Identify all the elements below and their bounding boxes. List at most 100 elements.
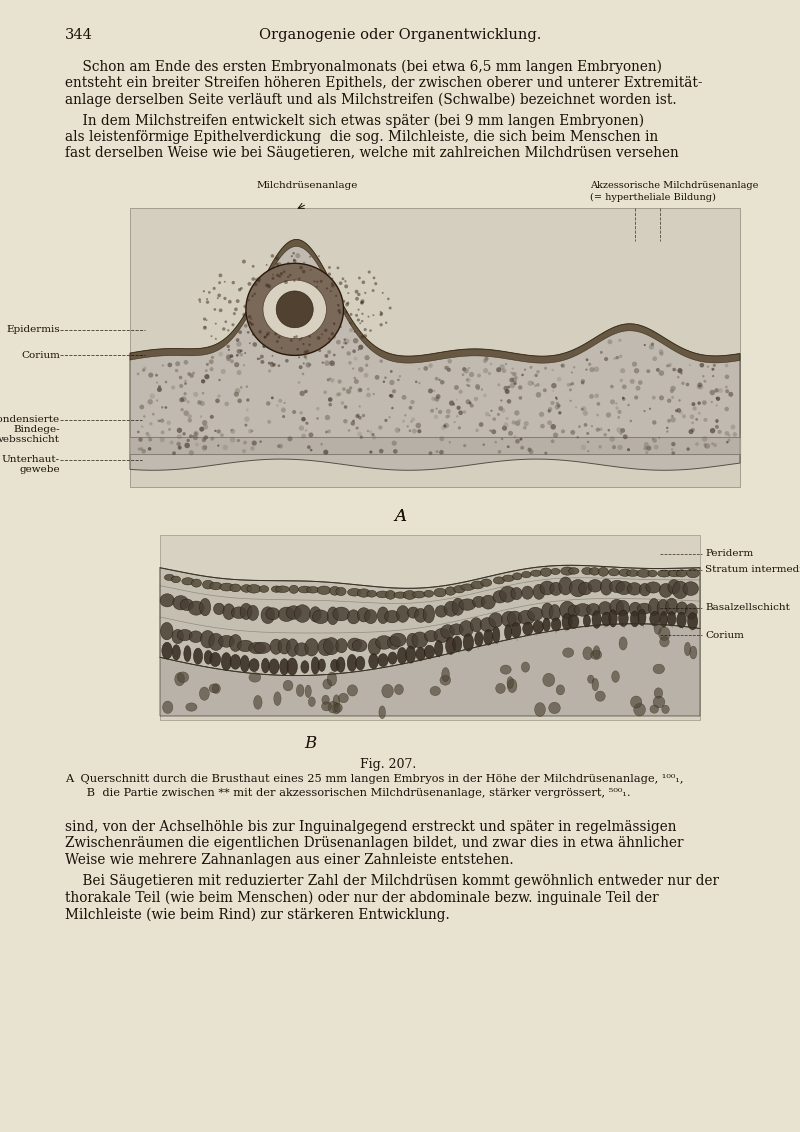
Ellipse shape xyxy=(266,608,280,620)
Circle shape xyxy=(352,420,355,422)
Circle shape xyxy=(718,430,722,434)
Circle shape xyxy=(638,380,642,385)
Circle shape xyxy=(242,259,246,264)
Circle shape xyxy=(730,424,735,429)
Circle shape xyxy=(308,363,311,367)
Text: Epidermis: Epidermis xyxy=(6,326,60,334)
Ellipse shape xyxy=(619,637,627,650)
Circle shape xyxy=(202,438,206,443)
Circle shape xyxy=(281,341,284,344)
Ellipse shape xyxy=(507,677,514,688)
Circle shape xyxy=(183,411,189,415)
Circle shape xyxy=(348,361,352,366)
Polygon shape xyxy=(130,240,740,470)
Ellipse shape xyxy=(683,582,698,595)
Circle shape xyxy=(147,400,153,404)
Circle shape xyxy=(137,430,140,434)
Circle shape xyxy=(341,401,344,405)
Circle shape xyxy=(247,282,251,286)
Circle shape xyxy=(197,400,202,405)
Ellipse shape xyxy=(276,586,290,592)
Ellipse shape xyxy=(660,636,669,646)
Circle shape xyxy=(344,405,347,409)
Circle shape xyxy=(702,375,705,377)
Circle shape xyxy=(690,428,695,432)
Circle shape xyxy=(586,359,589,361)
Circle shape xyxy=(510,371,513,375)
Circle shape xyxy=(287,261,290,264)
Circle shape xyxy=(507,445,510,448)
Circle shape xyxy=(258,331,262,334)
Circle shape xyxy=(331,282,334,284)
Circle shape xyxy=(201,379,206,384)
Circle shape xyxy=(603,434,607,437)
Ellipse shape xyxy=(452,598,464,616)
Circle shape xyxy=(186,439,190,441)
Ellipse shape xyxy=(186,703,197,711)
Circle shape xyxy=(433,389,435,392)
Circle shape xyxy=(328,397,333,402)
Circle shape xyxy=(362,281,365,284)
Circle shape xyxy=(703,418,707,422)
Circle shape xyxy=(604,357,608,361)
Circle shape xyxy=(362,414,366,418)
Circle shape xyxy=(501,409,506,412)
Circle shape xyxy=(463,410,466,413)
Circle shape xyxy=(214,308,216,311)
Circle shape xyxy=(506,417,509,420)
Ellipse shape xyxy=(626,569,639,576)
Circle shape xyxy=(379,359,383,363)
Ellipse shape xyxy=(386,591,395,599)
Circle shape xyxy=(244,417,250,422)
Circle shape xyxy=(362,312,363,315)
Circle shape xyxy=(678,410,682,414)
Ellipse shape xyxy=(543,674,554,687)
Circle shape xyxy=(505,363,507,366)
Circle shape xyxy=(281,348,282,349)
Text: Stratum intermedium: Stratum intermedium xyxy=(705,566,800,575)
Circle shape xyxy=(698,385,703,389)
Circle shape xyxy=(270,362,274,367)
Text: sind, von der Achselhöhle bis zur Inguinalgegend erstreckt und später in regelmä: sind, von der Achselhöhle bis zur Inguin… xyxy=(65,820,677,834)
Circle shape xyxy=(727,439,730,441)
Circle shape xyxy=(618,410,622,414)
Ellipse shape xyxy=(561,567,574,575)
Circle shape xyxy=(686,383,690,386)
Circle shape xyxy=(518,396,522,400)
Ellipse shape xyxy=(214,603,225,615)
Circle shape xyxy=(146,432,149,436)
Ellipse shape xyxy=(687,612,698,629)
Circle shape xyxy=(434,377,438,380)
Circle shape xyxy=(240,386,242,388)
Circle shape xyxy=(693,406,697,411)
Circle shape xyxy=(280,272,283,275)
Circle shape xyxy=(667,419,671,423)
Circle shape xyxy=(323,449,328,455)
Circle shape xyxy=(302,343,305,345)
Circle shape xyxy=(328,337,330,340)
Circle shape xyxy=(206,300,210,303)
Circle shape xyxy=(358,349,359,351)
Circle shape xyxy=(272,363,276,367)
Circle shape xyxy=(402,420,405,422)
Circle shape xyxy=(284,267,286,269)
Circle shape xyxy=(371,432,374,436)
Circle shape xyxy=(491,429,496,435)
Ellipse shape xyxy=(204,651,213,664)
Circle shape xyxy=(634,368,639,374)
Ellipse shape xyxy=(435,606,447,617)
Circle shape xyxy=(292,410,296,414)
Circle shape xyxy=(582,411,588,415)
Circle shape xyxy=(272,274,274,276)
Circle shape xyxy=(430,409,434,413)
Ellipse shape xyxy=(270,640,282,654)
Ellipse shape xyxy=(684,642,690,655)
Circle shape xyxy=(554,404,560,410)
Circle shape xyxy=(303,351,307,354)
Circle shape xyxy=(324,360,330,366)
Circle shape xyxy=(203,445,207,449)
Circle shape xyxy=(514,383,516,385)
Circle shape xyxy=(379,449,383,454)
Circle shape xyxy=(411,418,415,421)
Circle shape xyxy=(358,367,364,372)
